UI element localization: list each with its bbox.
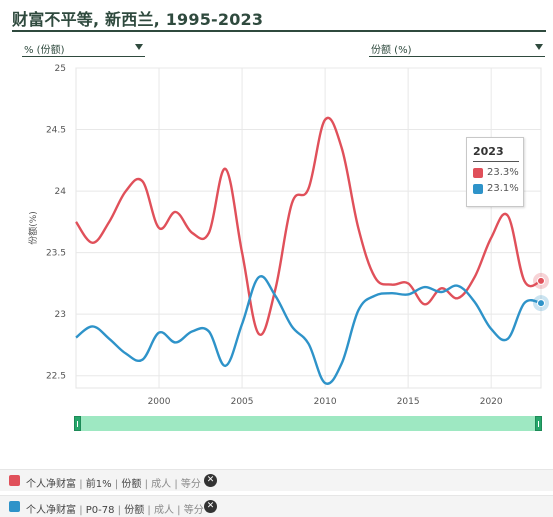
legend-split: 等分 bbox=[183, 505, 204, 516]
legend-label: 个人净财富 | 前1% | 份额 | 成人 | 等分 bbox=[26, 475, 201, 490]
x-tick-label: 2010 bbox=[314, 397, 337, 407]
hover-tooltip: 2023 23.3% 23.1% bbox=[466, 137, 524, 207]
chevron-down-icon bbox=[535, 44, 543, 50]
legend-item[interactable]: 个人净财富 | P0-78 | 份额 | 成人 | 等分 ✕ bbox=[0, 495, 553, 517]
tooltip-value: 23.3% bbox=[487, 167, 519, 178]
legend-swatch bbox=[9, 475, 20, 486]
y-tick-label: 25 bbox=[55, 64, 66, 74]
title-divider bbox=[12, 30, 546, 32]
legend-separator: | bbox=[147, 505, 151, 516]
x-tick-label: 2015 bbox=[397, 397, 420, 407]
measure-select[interactable]: 份额 (%) bbox=[369, 39, 545, 57]
endpoint-marker bbox=[537, 299, 545, 308]
legend-group: P0-78 bbox=[85, 505, 115, 516]
legend-separator: | bbox=[117, 505, 122, 516]
series-line-1 bbox=[75, 116, 542, 337]
legend-kind: 份额 bbox=[124, 505, 145, 516]
remove-series-icon[interactable]: ✕ bbox=[204, 474, 217, 487]
unit-select-value: % (份额) bbox=[24, 45, 65, 56]
tooltip-value: 23.1% bbox=[487, 183, 519, 194]
remove-series-icon[interactable]: ✕ bbox=[204, 500, 217, 513]
x-tick-label: 2000 bbox=[148, 397, 171, 407]
tooltip-swatch bbox=[473, 168, 483, 178]
endpoint-marker bbox=[537, 276, 545, 285]
legend-separator: | bbox=[79, 479, 83, 490]
legend-variable: 个人净财富 bbox=[26, 479, 76, 490]
y-tick-label: 24 bbox=[55, 187, 67, 197]
chevron-down-icon bbox=[135, 44, 143, 50]
legend-group: 前1% bbox=[85, 479, 112, 490]
line-chart[interactable]: 22.5 23 23.5 24 24.5 25 2000 2005 2010 2015 2020 份额… bbox=[0, 58, 553, 414]
series-line-2 bbox=[75, 274, 542, 385]
x-tick-label: 2020 bbox=[480, 397, 503, 407]
range-handle-start[interactable] bbox=[74, 416, 81, 431]
legend-kind: 份额 bbox=[121, 479, 142, 490]
unit-select[interactable]: % (份额) bbox=[22, 39, 145, 57]
legend-split: 等分 bbox=[180, 479, 201, 490]
legend-population: 成人 bbox=[151, 479, 172, 490]
y-axis-label: 份额(%) bbox=[27, 211, 39, 245]
range-handle-end[interactable] bbox=[535, 416, 542, 431]
plot-area bbox=[75, 67, 542, 389]
measure-select-value: 份额 (%) bbox=[371, 45, 412, 56]
y-tick-label: 22.5 bbox=[46, 372, 66, 382]
y-tick-label: 23.5 bbox=[46, 249, 66, 259]
legend-variable: 个人净财富 bbox=[26, 505, 76, 516]
legend-label: 个人净财富 | P0-78 | 份额 | 成人 | 等分 bbox=[26, 501, 204, 516]
y-tick-label: 24.5 bbox=[46, 126, 66, 136]
legend-population: 成人 bbox=[153, 505, 174, 516]
legend-separator: | bbox=[114, 479, 119, 490]
legend-separator: | bbox=[177, 505, 181, 516]
legend-separator: | bbox=[174, 479, 178, 490]
legend-separator: | bbox=[79, 505, 83, 516]
y-tick-label: 23 bbox=[55, 310, 66, 320]
legend-separator: | bbox=[144, 479, 148, 490]
legend-item[interactable]: 个人净财富 | 前1% | 份额 | 成人 | 等分 ✕ bbox=[0, 469, 553, 491]
tooltip-swatch bbox=[473, 184, 483, 194]
tooltip-divider bbox=[473, 161, 519, 162]
chart-title: 财富不平等, 新西兰, 1995-2023 bbox=[12, 10, 264, 29]
x-tick-label: 2005 bbox=[231, 397, 254, 407]
range-brush[interactable] bbox=[76, 416, 542, 431]
legend-swatch bbox=[9, 501, 20, 512]
tooltip-year: 2023 bbox=[473, 145, 504, 158]
